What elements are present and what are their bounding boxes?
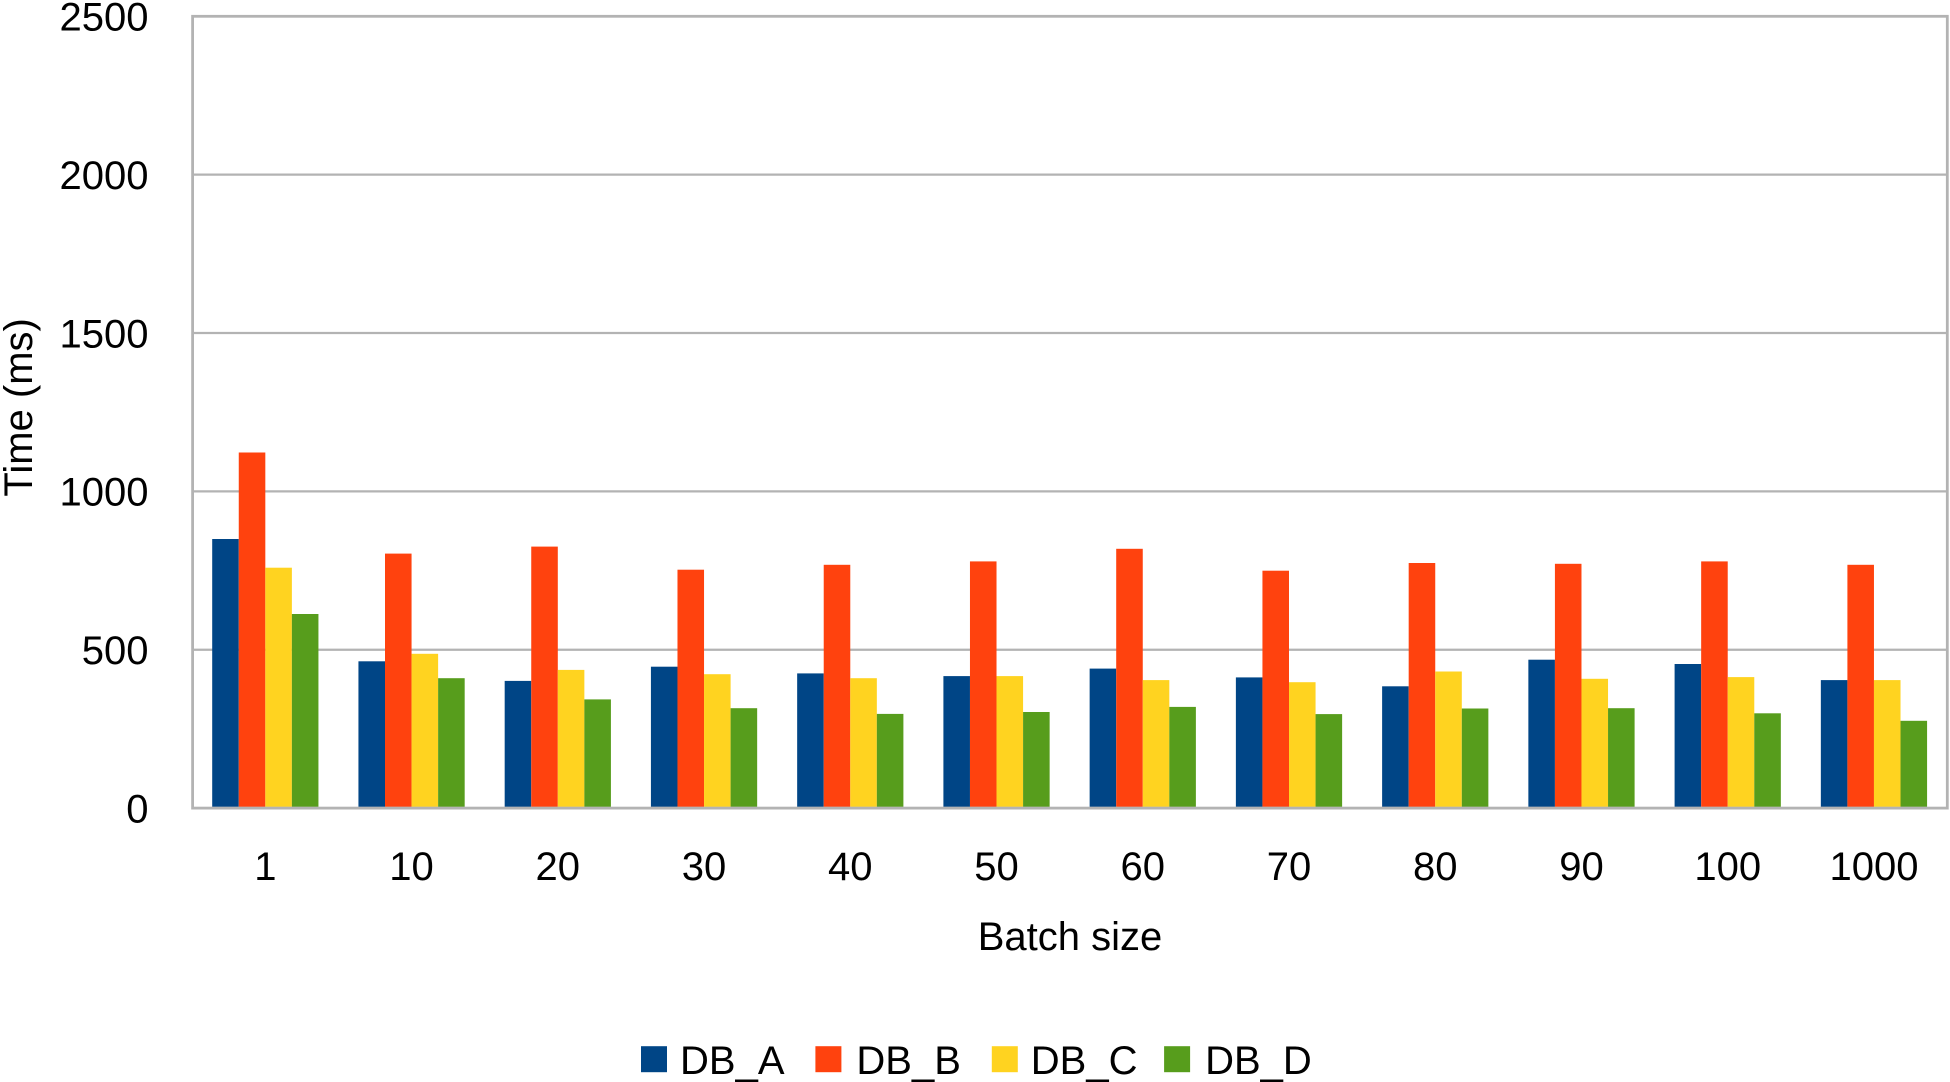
svg-text:DB_D: DB_D: [1205, 1039, 1312, 1082]
svg-text:10: 10: [389, 845, 434, 889]
svg-text:100: 100: [1694, 845, 1761, 889]
svg-text:40: 40: [828, 845, 873, 889]
svg-text:2000: 2000: [60, 154, 149, 198]
svg-text:60: 60: [1121, 845, 1166, 889]
svg-text:1500: 1500: [60, 312, 149, 356]
svg-text:Time (ms): Time (ms): [0, 318, 41, 496]
svg-text:Batch size: Batch size: [978, 915, 1163, 959]
svg-text:70: 70: [1267, 845, 1312, 889]
svg-text:1: 1: [254, 845, 276, 889]
svg-text:DB_C: DB_C: [1031, 1039, 1138, 1082]
svg-text:30: 30: [682, 845, 727, 889]
svg-text:1000: 1000: [60, 471, 149, 515]
svg-text:DB_B: DB_B: [856, 1039, 961, 1082]
svg-text:0: 0: [126, 787, 148, 831]
svg-text:DB_A: DB_A: [680, 1039, 785, 1082]
svg-text:1000: 1000: [1829, 845, 1918, 889]
svg-text:90: 90: [1559, 845, 1604, 889]
svg-text:50: 50: [974, 845, 1019, 889]
svg-text:2500: 2500: [60, 0, 149, 40]
svg-text:500: 500: [82, 629, 149, 673]
svg-text:80: 80: [1413, 845, 1458, 889]
svg-text:20: 20: [536, 845, 581, 889]
